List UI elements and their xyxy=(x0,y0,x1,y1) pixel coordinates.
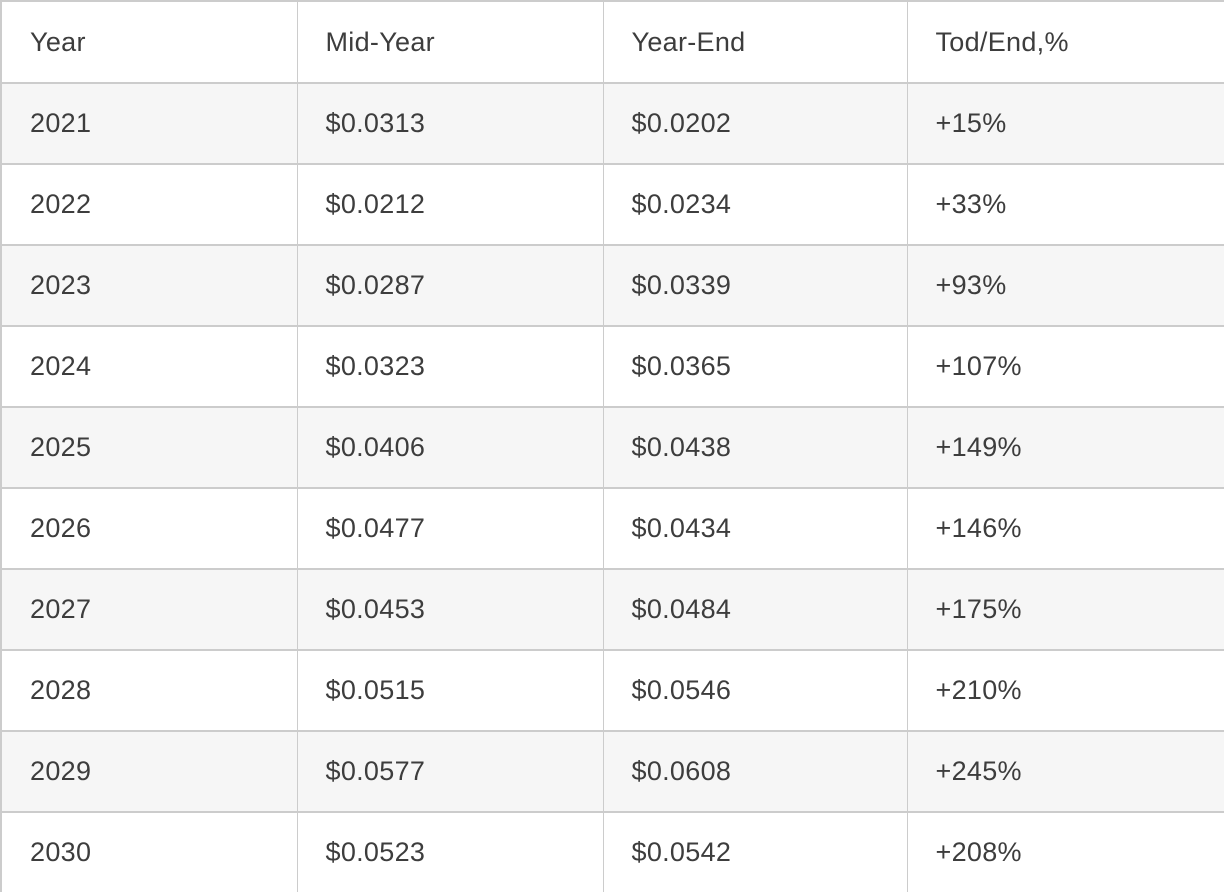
cell-tod-end-pct: +107% xyxy=(906,325,1224,408)
table-row: 2021 $0.0313 $0.0202 +15% xyxy=(0,82,1224,165)
cell-tod-end-pct: +149% xyxy=(906,406,1224,489)
cell-year-end: $0.0546 xyxy=(602,649,908,732)
table-row: 2029 $0.0577 $0.0608 +245% xyxy=(0,730,1224,813)
cell-year-end: $0.0234 xyxy=(602,163,908,246)
table-row: 2024 $0.0323 $0.0365 +107% xyxy=(0,325,1224,408)
cell-mid-year: $0.0515 xyxy=(296,649,604,732)
cell-year-end: $0.0438 xyxy=(602,406,908,489)
cell-mid-year: $0.0577 xyxy=(296,730,604,813)
column-header-year: Year xyxy=(0,0,298,84)
cell-year: 2022 xyxy=(0,163,298,246)
table-row: 2026 $0.0477 $0.0434 +146% xyxy=(0,487,1224,570)
cell-year-end: $0.0202 xyxy=(602,82,908,165)
cell-mid-year: $0.0453 xyxy=(296,568,604,651)
table-header: Year Mid-Year Year-End Tod/End,% xyxy=(0,0,1224,84)
table-row: 2030 $0.0523 $0.0542 +208% xyxy=(0,811,1224,892)
cell-year: 2029 xyxy=(0,730,298,813)
cell-year-end: $0.0608 xyxy=(602,730,908,813)
cell-tod-end-pct: +210% xyxy=(906,649,1224,732)
cell-year: 2028 xyxy=(0,649,298,732)
cell-year: 2024 xyxy=(0,325,298,408)
cell-tod-end-pct: +175% xyxy=(906,568,1224,651)
cell-tod-end-pct: +15% xyxy=(906,82,1224,165)
column-header-tod-end-pct: Tod/End,% xyxy=(906,0,1224,84)
column-header-year-end: Year-End xyxy=(602,0,908,84)
table-row: 2027 $0.0453 $0.0484 +175% xyxy=(0,568,1224,651)
cell-tod-end-pct: +33% xyxy=(906,163,1224,246)
table-row: 2025 $0.0406 $0.0438 +149% xyxy=(0,406,1224,489)
cell-year-end: $0.0484 xyxy=(602,568,908,651)
cell-mid-year: $0.0212 xyxy=(296,163,604,246)
column-header-mid-year: Mid-Year xyxy=(296,0,604,84)
cell-year-end: $0.0365 xyxy=(602,325,908,408)
cell-tod-end-pct: +146% xyxy=(906,487,1224,570)
cell-year-end: $0.0542 xyxy=(602,811,908,892)
cell-mid-year: $0.0313 xyxy=(296,82,604,165)
cell-year: 2026 xyxy=(0,487,298,570)
cell-year: 2025 xyxy=(0,406,298,489)
cell-year: 2023 xyxy=(0,244,298,327)
table-row: 2022 $0.0212 $0.0234 +33% xyxy=(0,163,1224,246)
cell-mid-year: $0.0287 xyxy=(296,244,604,327)
cell-year: 2030 xyxy=(0,811,298,892)
cell-year: 2021 xyxy=(0,82,298,165)
header-row: Year Mid-Year Year-End Tod/End,% xyxy=(0,0,1224,84)
cell-year-end: $0.0339 xyxy=(602,244,908,327)
cell-mid-year: $0.0323 xyxy=(296,325,604,408)
cell-mid-year: $0.0477 xyxy=(296,487,604,570)
table-body: 2021 $0.0313 $0.0202 +15% 2022 $0.0212 $0.0234… xyxy=(0,82,1224,892)
table-row: 2023 $0.0287 $0.0339 +93% xyxy=(0,244,1224,327)
cell-mid-year: $0.0406 xyxy=(296,406,604,489)
table-row: 2028 $0.0515 $0.0546 +210% xyxy=(0,649,1224,732)
cell-tod-end-pct: +93% xyxy=(906,244,1224,327)
cell-year: 2027 xyxy=(0,568,298,651)
cell-year-end: $0.0434 xyxy=(602,487,908,570)
cell-tod-end-pct: +245% xyxy=(906,730,1224,813)
cell-tod-end-pct: +208% xyxy=(906,811,1224,892)
cell-mid-year: $0.0523 xyxy=(296,811,604,892)
